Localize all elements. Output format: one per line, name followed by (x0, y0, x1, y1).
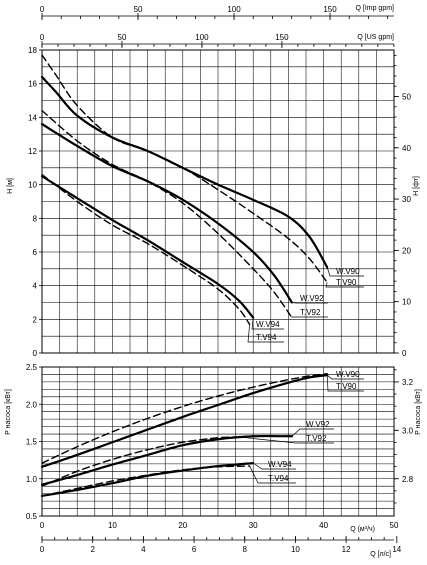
bottom-axis-ls-title: Q [л/с] (370, 551, 391, 558)
power-left-tick-label: 1.5 (26, 438, 38, 447)
head-left-tick-label: 2 (33, 315, 38, 324)
top-axis-imp-tick-label: 100 (227, 5, 241, 14)
bottom-axis-m3h-title: Q (м³/ч) (350, 526, 375, 533)
power-label-wv90: W.V90 (336, 370, 360, 379)
top-axis-us-title: Q [US gpm] (357, 34, 394, 41)
bottom-axis-ls-tick-label: 10 (291, 545, 300, 554)
bottom-axis-m3h-tick-label: 40 (319, 521, 328, 530)
bottom-axis-ls-tick-label: 6 (192, 545, 197, 554)
head-curve-wv92 (40, 122, 294, 304)
curve-labels-layer: W.V90 T.V90 W.V92 T.V92 W.V94 T.V94 W.V90 T.V90… (239, 267, 364, 484)
power-right-axis-title: P насоса [кВт] (415, 389, 422, 435)
head-leader-wv92 (291, 302, 328, 304)
bottom-axis-m3h-tick-label: 20 (178, 521, 187, 530)
head-curve-wv90 (40, 75, 329, 269)
top-axis-us-tick-label: 0 (40, 33, 45, 42)
bottom-axis-ls-tick-label: 8 (243, 545, 248, 554)
power-curve-tv92 (41, 436, 240, 487)
curves-layer (40, 54, 329, 497)
power-leader-tv92 (239, 436, 334, 444)
head-left-tick-label: 18 (28, 46, 37, 55)
power-curve-wv94 (40, 462, 255, 497)
power-label-tv94: T.V94 (268, 474, 289, 483)
head-label-tv94: T.V94 (256, 333, 277, 342)
head-left-axis-title: H [м] (7, 178, 14, 194)
head-left-tick-label: 10 (28, 181, 37, 190)
power-curve-wv90 (40, 374, 329, 468)
head-leader-wv94 (251, 317, 284, 330)
bottom-axis-ls-tick-label: 0 (40, 545, 45, 554)
head-label-wv90: W.V90 (336, 267, 360, 276)
power-left-axis-title: P насоса [кВт] (5, 389, 12, 435)
bottom-axis-ls-tick-label: 4 (141, 545, 146, 554)
top-axis-us-tick-label: 50 (118, 33, 127, 42)
bottom-axis-m3h-tick-label: 50 (390, 521, 399, 530)
top-axis-us-tick-label: 100 (195, 33, 209, 42)
power-right-tick-label: 2.8 (402, 475, 414, 484)
power-leader-wv94 (253, 462, 296, 470)
power-leader-wv90 (326, 374, 364, 380)
head-label-wv94: W.V94 (256, 320, 280, 329)
head-label-tv92: T.V92 (300, 308, 321, 317)
power-left-tick-label: 0.5 (26, 512, 38, 521)
head-left-tick-label: 12 (28, 147, 37, 156)
head-right-tick-label: 40 (402, 144, 411, 153)
bottom-axis-ls-tick-label: 14 (392, 545, 401, 554)
bottom-axis-ls-tick-label: 2 (90, 545, 95, 554)
top-axis-imp-tick-label: 150 (323, 5, 337, 14)
bottom-axis-ls-tick-label: 12 (342, 545, 351, 554)
head-label-tv90: T.V90 (336, 278, 357, 287)
power-left-tick-label: 1.0 (26, 475, 38, 484)
top-axis-us-tick-label: 150 (275, 33, 289, 42)
top-axis-imp-title: Q [Imp gpm] (355, 5, 394, 12)
power-right-tick-label: 3.0 (402, 426, 414, 435)
head-right-tick-label: 10 (402, 298, 411, 307)
bottom-axis-m3h-tick-label: 10 (108, 521, 117, 530)
head-left-tick-label: 6 (33, 248, 38, 257)
power-leader-wv92 (291, 428, 334, 437)
power-curve-tv90 (41, 373, 328, 464)
power-label-tv92: T.V92 (306, 434, 327, 443)
power-curve-wv92 (40, 434, 294, 486)
top-axis-imp-tick-label: 0 (40, 5, 45, 14)
grid-layer (41, 49, 395, 517)
head-right-tick-label: 50 (402, 92, 411, 101)
power-label-wv94: W.V94 (268, 460, 292, 469)
head-left-tick-label: 14 (28, 113, 37, 122)
top-axis-imp-tick-label: 50 (134, 5, 143, 14)
head-leader-wv90 (326, 267, 364, 277)
head-right-axis-title: H [фт] (413, 176, 420, 196)
head-leader-tv90 (325, 282, 364, 288)
head-left-tick-label: 4 (33, 282, 38, 291)
bottom-axis-m3h-tick-label: 30 (249, 521, 258, 530)
head-curve-tv92 (41, 109, 293, 319)
power-label-wv92: W.V92 (306, 420, 330, 429)
power-label-tv90: T.V90 (336, 382, 357, 391)
head-right-tick-label: 0 (402, 349, 407, 358)
head-left-tick-label: 0 (33, 349, 38, 358)
power-right-tick-label: 3.2 (402, 378, 414, 387)
head-curve-tv90 (41, 54, 328, 283)
head-right-tick-label: 30 (402, 195, 411, 204)
head-curve-tv94 (41, 173, 251, 326)
head-leader-tv92 (291, 316, 328, 318)
head-right-tick-label: 20 (402, 246, 411, 255)
power-leader-tv90 (326, 373, 364, 392)
power-left-tick-label: 2.5 (26, 363, 38, 372)
head-left-tick-label: 8 (33, 214, 38, 223)
head-leader-tv94 (247, 324, 284, 343)
power-curve-tv94 (41, 465, 251, 497)
head-left-tick-label: 16 (28, 80, 37, 89)
power-left-tick-label: 2.0 (26, 400, 38, 409)
bottom-axis-m3h-tick-label: 0 (40, 521, 45, 530)
head-curve-wv94 (40, 175, 255, 319)
power-leader-tv94 (249, 465, 296, 484)
head-label-wv92: W.V92 (300, 294, 324, 303)
head-panel-frame (41, 49, 395, 354)
